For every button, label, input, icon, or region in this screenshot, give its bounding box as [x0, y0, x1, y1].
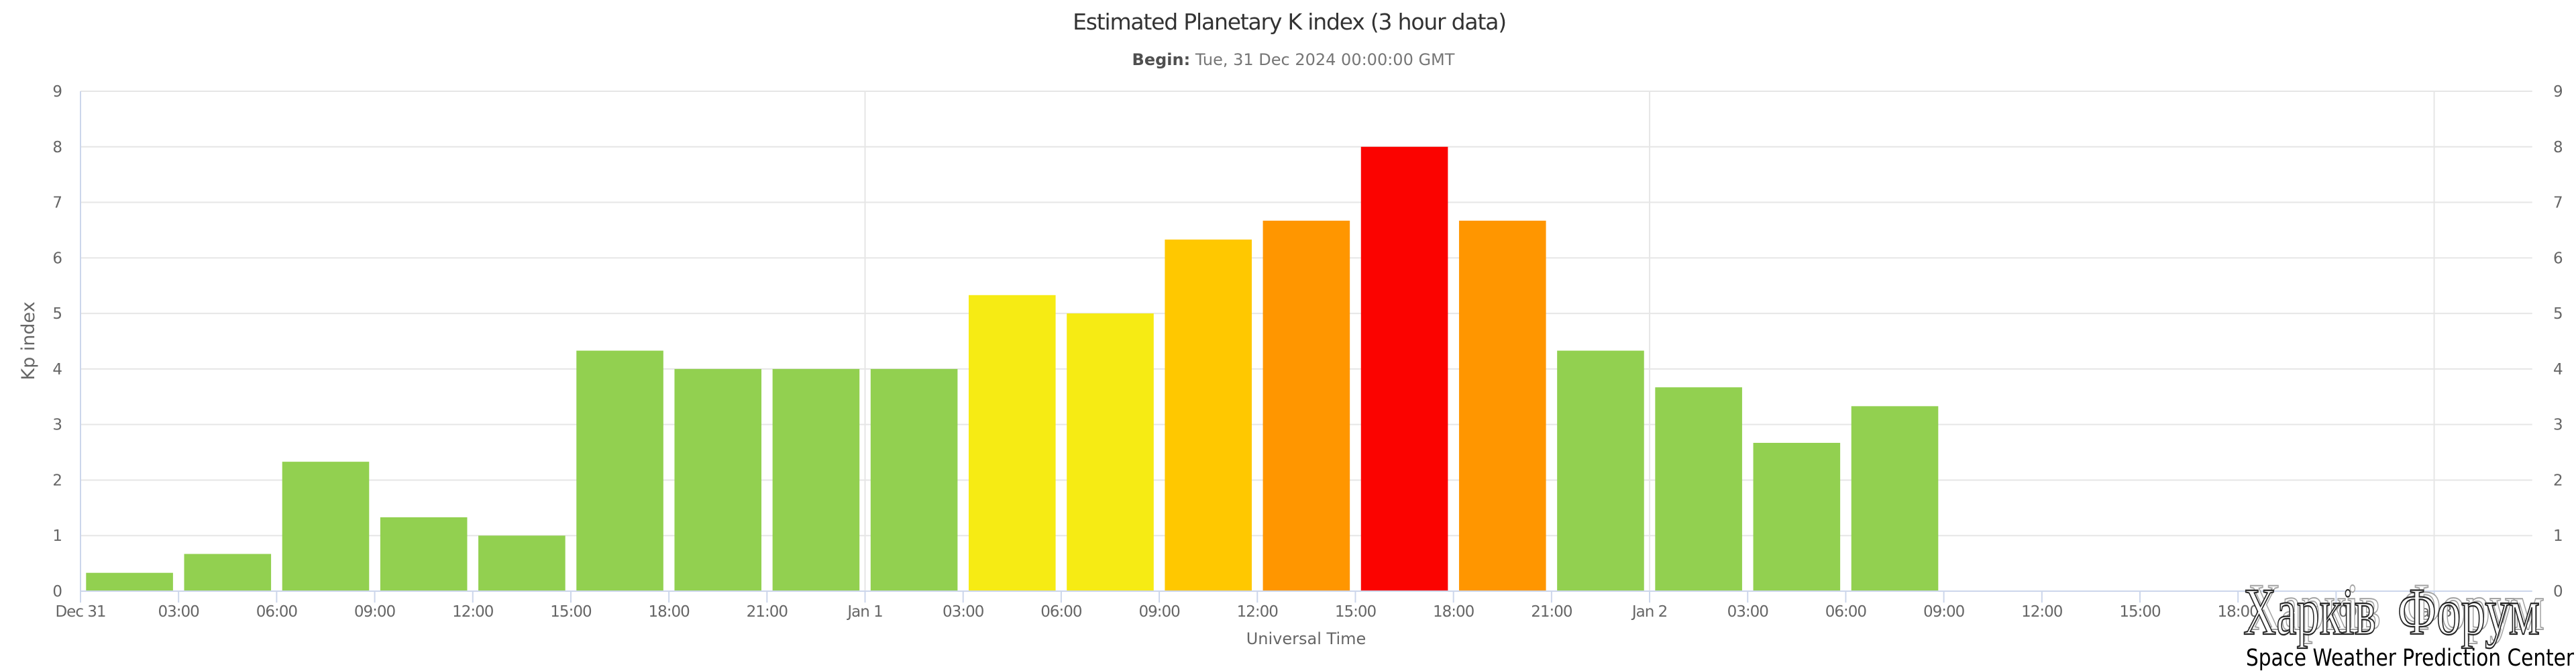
kp-bar[interactable] [380, 517, 468, 591]
y-axis-labels-left: 0 1 2 3 4 5 6 7 8 9 [52, 83, 62, 601]
chart-subtitle-value: Tue, 31 Dec 2024 00:00:00 GMT [1190, 50, 1455, 69]
y-tick-label-right: 3 [2553, 417, 2563, 434]
x-tick-label: 06:00 [1825, 603, 1867, 621]
kp-bar[interactable] [478, 535, 566, 591]
x-tick-label: Dec 31 [55, 603, 105, 621]
chart-subtitle-label: Begin: [1132, 50, 1191, 69]
y-axis-labels-right: 0 1 2 3 4 5 6 7 8 9 [2553, 83, 2563, 601]
x-tick-label: 12:00 [1237, 603, 1279, 621]
x-tick-label: 03:00 [1727, 603, 1769, 621]
watermark-word-1-shadow: Харків [2248, 570, 2381, 644]
watermark-word-2-shadow: Форум [2402, 570, 2544, 644]
y-tick-label-right: 4 [2553, 361, 2563, 378]
y-tick-label-right: 8 [2553, 139, 2563, 156]
y-tick-label-left: 1 [52, 527, 62, 545]
axes [80, 91, 2532, 592]
credit-text: Space Weather Prediction Center [2246, 645, 2575, 671]
x-axis-labels: Dec 31 03:00 06:00 09:00 12:00 15:00 18:00 21:0… [55, 603, 2452, 621]
y-tick-label-left: 9 [52, 83, 62, 101]
x-tick-label: 09:00 [354, 603, 396, 621]
x-tick-label: 15:00 [550, 603, 592, 621]
kp-bar[interactable] [576, 350, 663, 591]
x-tick-marks [80, 591, 2435, 603]
kp-bar[interactable] [772, 368, 860, 591]
x-tick-label: 15:00 [1335, 603, 1377, 621]
kp-bar[interactable] [674, 368, 762, 591]
y-tick-label-right: 2 [2553, 472, 2563, 489]
x-tick-label: 21:00 [747, 603, 788, 621]
y-tick-label-left: 5 [52, 305, 62, 323]
y-tick-label-left: 4 [52, 361, 62, 378]
kp-bar[interactable] [184, 554, 272, 591]
kp-bar[interactable] [86, 572, 173, 591]
chart-title: Estimated Planetary K index (3 hour data… [1073, 9, 1506, 35]
x-tick-label: 18:00 [1433, 603, 1474, 621]
y-axis-title: Kp index [18, 301, 39, 380]
x-tick-label: 21:00 [2316, 603, 2357, 621]
y-tick-label-left: 6 [52, 250, 62, 267]
kp-bar[interactable] [1360, 146, 1448, 591]
kp-bar[interactable] [1458, 220, 1546, 592]
x-tick-label: 06:00 [1040, 603, 1082, 621]
kp-bar[interactable] [870, 368, 958, 591]
x-axis-title: Universal Time [1246, 629, 1366, 648]
kp-bar[interactable] [282, 462, 370, 591]
kp-bar[interactable] [1263, 220, 1350, 592]
x-tick-label: 12:00 [2021, 603, 2063, 621]
kp-bar[interactable] [1851, 406, 1939, 591]
x-tick-label: Jan 3 [2415, 603, 2451, 621]
y-tick-label-left: 8 [52, 139, 62, 156]
kp-bar[interactable] [1655, 387, 1742, 591]
kp-bar[interactable] [1557, 350, 1644, 591]
x-tick-label: Jan 2 [1631, 603, 1667, 621]
y-tick-label-right: 6 [2553, 250, 2563, 267]
y-tick-label-right: 1 [2553, 527, 2563, 545]
kp-bar[interactable] [1165, 240, 1252, 591]
kp-bar[interactable] [1753, 442, 1841, 591]
x-tick-label: 18:00 [648, 603, 690, 621]
y-tick-label-right: 7 [2553, 195, 2563, 212]
y-tick-label-right: 9 [2553, 83, 2563, 101]
chart-subtitle: Begin: Tue, 31 Dec 2024 00:00:00 GMT [1132, 50, 1455, 69]
y-tick-label-right: 5 [2553, 305, 2563, 323]
watermark-word-2: Форум [2398, 574, 2540, 649]
kp-bar[interactable] [1067, 313, 1154, 591]
y-tick-label-right: 0 [2553, 583, 2563, 601]
kp-bar[interactable] [969, 295, 1056, 591]
x-tick-label: 12:00 [452, 603, 494, 621]
x-tick-label: 06:00 [256, 603, 298, 621]
x-tick-label: 18:00 [2218, 603, 2259, 621]
x-tick-label: 21:00 [1531, 603, 1572, 621]
watermark-word-1: Харків [2243, 574, 2376, 649]
y-tick-label-left: 3 [52, 417, 62, 434]
y-tick-label-left: 2 [52, 472, 62, 489]
x-tick-label: Jan 1 [846, 603, 882, 621]
bar-series [86, 146, 1939, 592]
y-tick-label-left: 0 [52, 583, 62, 601]
x-tick-label: 09:00 [1138, 603, 1180, 621]
y-tick-label-left: 7 [52, 195, 62, 212]
x-tick-label: 03:00 [943, 603, 984, 621]
x-tick-label: 09:00 [1923, 603, 1965, 621]
x-tick-label: 03:00 [158, 603, 200, 621]
x-tick-label: 15:00 [2119, 603, 2161, 621]
watermark: Харків Форум Харків Форум [2243, 569, 2545, 650]
